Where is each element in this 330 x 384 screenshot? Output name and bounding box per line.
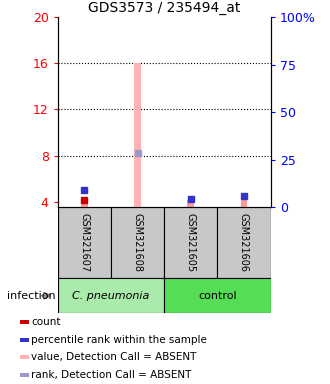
Text: GSM321605: GSM321605 [186,214,196,272]
Bar [164,207,217,278]
Text: value, Detection Call = ABSENT: value, Detection Call = ABSENT [31,353,196,362]
Text: percentile rank within the sample: percentile rank within the sample [31,334,207,344]
Bar [187,200,194,207]
Text: GSM321608: GSM321608 [133,214,143,272]
Text: count: count [31,317,61,327]
Bar [19,338,29,341]
Text: GSM321606: GSM321606 [239,214,249,272]
Bar [58,207,111,278]
Bar [111,207,164,278]
Text: control: control [198,291,237,301]
Bar [19,320,29,324]
Bar [164,278,271,313]
Text: rank, Detection Call = ABSENT: rank, Detection Call = ABSENT [31,370,191,380]
Text: infection: infection [7,291,55,301]
Text: GSM321607: GSM321607 [79,214,89,272]
Bar [19,373,29,377]
Bar [81,198,88,207]
Bar [58,278,164,313]
Bar [134,63,141,207]
Text: C. pneumonia: C. pneumonia [72,291,149,301]
Bar [241,199,248,207]
Title: GDS3573 / 235494_at: GDS3573 / 235494_at [88,1,240,15]
Bar [19,356,29,359]
Bar [217,207,271,278]
